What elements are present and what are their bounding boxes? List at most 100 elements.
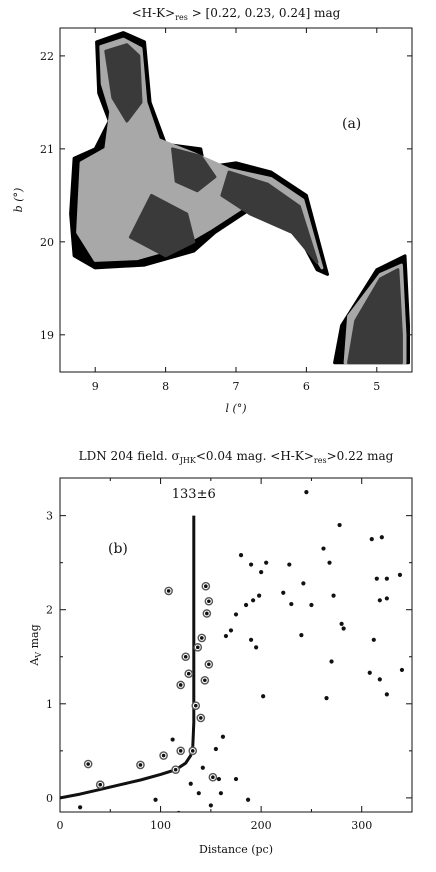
data-point-2 bbox=[98, 782, 103, 787]
a-ytick-label-20: 20 bbox=[40, 236, 54, 249]
panel-a-title: <H-K>res > [0.22, 0.23, 0.24] mag bbox=[132, 6, 341, 22]
data-point-18 bbox=[196, 791, 201, 796]
data-point-11 bbox=[178, 683, 183, 687]
panel-b-frame bbox=[59, 477, 413, 813]
model-curve bbox=[60, 515, 196, 800]
panel-b-ylabel: AV mag bbox=[28, 624, 43, 666]
data-point-73 bbox=[397, 572, 403, 578]
panel-b-label: (b) bbox=[108, 541, 128, 557]
data-point-39 bbox=[245, 797, 251, 802]
data-point-46 bbox=[261, 694, 266, 699]
panel-a-ylabel: b (°) bbox=[12, 188, 25, 213]
scatter-plot-area bbox=[60, 490, 405, 812]
data-point-27 bbox=[208, 803, 213, 808]
data-point-42 bbox=[250, 598, 256, 603]
data-point-43 bbox=[254, 645, 259, 650]
data-point-8 bbox=[173, 767, 178, 772]
data-point-32 bbox=[220, 734, 226, 739]
data-point-53 bbox=[304, 490, 309, 495]
data-point-6 bbox=[166, 589, 171, 593]
a-ytick-label-21: 21 bbox=[40, 143, 54, 156]
data-point-57 bbox=[327, 560, 332, 565]
data-point-15 bbox=[190, 749, 195, 753]
data-point-0 bbox=[78, 805, 83, 810]
data-point-16 bbox=[193, 703, 198, 708]
panel-a-ticks: 9 8 7 6 5 19 20 21 22 bbox=[40, 28, 412, 393]
data-point-10 bbox=[178, 749, 183, 753]
data-point-72 bbox=[384, 692, 389, 697]
data-point-26 bbox=[207, 662, 211, 667]
data-point-14 bbox=[188, 781, 193, 786]
data-point-60 bbox=[337, 522, 342, 528]
data-point-21 bbox=[200, 765, 205, 770]
b-ytick-label-1: 1 bbox=[46, 698, 53, 711]
data-point-45 bbox=[259, 569, 264, 575]
data-point-20 bbox=[200, 636, 204, 640]
data-point-37 bbox=[238, 553, 244, 558]
data-point-30 bbox=[216, 776, 222, 782]
data-point-64 bbox=[369, 537, 374, 542]
panel-a: <H-K>res > [0.22, 0.23, 0.24] mag 9 8 7 6 5 1… bbox=[12, 6, 413, 415]
b-xtick-label-0: 0 bbox=[57, 819, 64, 832]
data-point-59 bbox=[331, 593, 336, 598]
distance-annotation: 133±6 bbox=[172, 487, 216, 502]
data-point-22 bbox=[203, 678, 207, 683]
data-point-7 bbox=[170, 737, 175, 742]
b-xtick-label-300: 300 bbox=[351, 819, 372, 832]
panel-b: LDN 204 field. σJHK<0.04 mag. <H-K>res>0… bbox=[28, 449, 413, 856]
data-point-12 bbox=[183, 654, 188, 659]
data-point-71 bbox=[384, 596, 389, 601]
a-xtick-label-5: 5 bbox=[373, 380, 380, 393]
a-ytick-label-19: 19 bbox=[40, 329, 54, 342]
a-xtick-label-9: 9 bbox=[92, 380, 99, 393]
map-contour-inner-1 bbox=[171, 147, 217, 193]
data-point-51 bbox=[299, 633, 304, 638]
data-point-68 bbox=[377, 677, 382, 682]
data-point-34 bbox=[228, 628, 234, 633]
data-point-56 bbox=[324, 696, 329, 701]
data-point-50 bbox=[289, 601, 294, 607]
map-contour-inner-4 bbox=[347, 268, 403, 365]
data-point-13 bbox=[186, 671, 191, 676]
b-xtick-label-100: 100 bbox=[150, 819, 171, 832]
data-point-28 bbox=[211, 775, 215, 779]
data-point-49 bbox=[287, 562, 292, 567]
data-point-31 bbox=[218, 791, 224, 796]
data-point-44 bbox=[257, 593, 262, 598]
a-xtick-label-8: 8 bbox=[162, 380, 169, 393]
a-xtick-label-7: 7 bbox=[233, 380, 240, 393]
data-point-65 bbox=[371, 637, 376, 642]
data-point-9 bbox=[176, 810, 181, 812]
data-point-47 bbox=[264, 560, 269, 565]
b-ytick-label-3: 3 bbox=[46, 510, 53, 523]
data-point-66 bbox=[374, 576, 379, 581]
data-point-3 bbox=[138, 763, 143, 767]
data-point-40 bbox=[248, 562, 254, 567]
data-point-63 bbox=[367, 670, 372, 675]
data-point-19 bbox=[199, 716, 203, 720]
data-point-58 bbox=[329, 659, 334, 664]
panel-b-xlabel: Distance (pc) bbox=[199, 843, 273, 856]
data-point-23 bbox=[204, 584, 208, 588]
b-ytick-label-2: 2 bbox=[46, 604, 53, 617]
data-point-17 bbox=[195, 645, 200, 650]
data-point-70 bbox=[384, 576, 389, 581]
map-contour-inner-2 bbox=[220, 170, 319, 264]
panel-b-title: LDN 204 field. σJHK<0.04 mag. <H-K>res>0… bbox=[79, 449, 394, 465]
data-point-67 bbox=[377, 598, 382, 603]
extinction-map bbox=[69, 31, 410, 365]
map-contour-inner-3 bbox=[128, 193, 196, 258]
panel-a-label: (a) bbox=[342, 116, 361, 132]
data-point-4 bbox=[153, 797, 158, 802]
data-point-38 bbox=[243, 602, 249, 608]
data-point-1 bbox=[86, 762, 90, 766]
data-point-48 bbox=[281, 590, 286, 595]
b-ytick-label-0: 0 bbox=[46, 792, 53, 805]
b-xtick-label-200: 200 bbox=[251, 819, 272, 832]
panel-a-xlabel: l (°) bbox=[225, 402, 246, 415]
data-point-62 bbox=[341, 626, 346, 631]
data-point-74 bbox=[399, 667, 405, 673]
data-point-24 bbox=[205, 611, 209, 616]
data-point-25 bbox=[207, 599, 211, 604]
panel-b-ticks: 0 100 200 300 0 1 2 3 bbox=[46, 478, 412, 832]
